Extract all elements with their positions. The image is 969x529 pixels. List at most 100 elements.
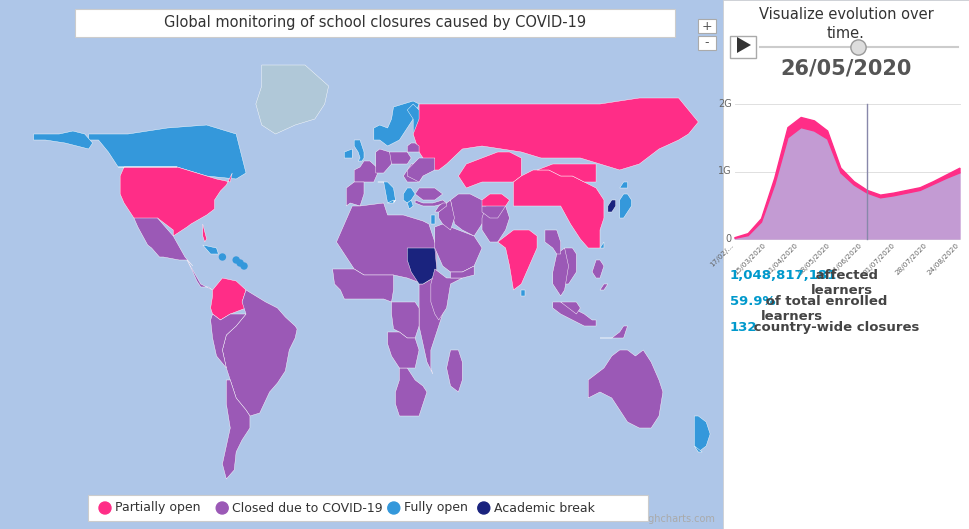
Polygon shape — [34, 131, 93, 149]
Polygon shape — [735, 117, 960, 239]
Polygon shape — [431, 215, 435, 224]
Text: of total enrolled
learners: of total enrolled learners — [761, 295, 888, 323]
Text: Closed due to COVID-19: Closed due to COVID-19 — [233, 501, 383, 515]
FancyBboxPatch shape — [75, 9, 675, 37]
Polygon shape — [187, 260, 212, 290]
Text: Highcharts.com: Highcharts.com — [639, 514, 715, 524]
Polygon shape — [435, 224, 482, 272]
Polygon shape — [346, 182, 364, 206]
Bar — [723, 0, 969, 529]
Bar — [735, 104, 960, 239]
Polygon shape — [374, 101, 419, 146]
Polygon shape — [223, 380, 250, 479]
Polygon shape — [451, 266, 474, 278]
Text: +: + — [702, 20, 712, 32]
Text: Visualize evolution over
time.: Visualize evolution over time. — [759, 6, 933, 41]
Polygon shape — [588, 350, 663, 428]
Text: 1G: 1G — [718, 167, 732, 177]
Polygon shape — [737, 37, 751, 53]
Polygon shape — [447, 350, 462, 392]
Text: 59.9%: 59.9% — [730, 295, 775, 308]
Polygon shape — [134, 218, 193, 266]
Polygon shape — [695, 446, 703, 452]
Text: 2G: 2G — [718, 99, 732, 109]
Circle shape — [216, 502, 229, 514]
Circle shape — [241, 263, 247, 269]
Text: country-wide closures: country-wide closures — [749, 321, 919, 334]
Polygon shape — [482, 194, 510, 206]
Text: Fully open: Fully open — [404, 501, 468, 515]
Text: 11/04/2020: 11/04/2020 — [766, 242, 799, 276]
Polygon shape — [403, 188, 415, 203]
Polygon shape — [378, 182, 395, 203]
Polygon shape — [407, 158, 435, 182]
Text: 15/03/2020: 15/03/2020 — [734, 242, 767, 276]
Polygon shape — [415, 188, 443, 200]
Polygon shape — [415, 200, 447, 206]
Polygon shape — [390, 152, 411, 164]
Circle shape — [99, 502, 111, 514]
Polygon shape — [592, 260, 604, 278]
Text: 1,048,817,181: 1,048,817,181 — [730, 269, 837, 282]
Polygon shape — [608, 200, 615, 212]
FancyBboxPatch shape — [698, 36, 716, 50]
Polygon shape — [336, 203, 437, 284]
Polygon shape — [407, 200, 413, 209]
Polygon shape — [561, 248, 577, 284]
Polygon shape — [354, 140, 364, 161]
Polygon shape — [413, 98, 699, 170]
Polygon shape — [735, 127, 960, 239]
Polygon shape — [537, 164, 596, 182]
Circle shape — [237, 260, 243, 266]
Polygon shape — [431, 269, 462, 320]
Polygon shape — [407, 248, 437, 284]
Circle shape — [478, 502, 489, 514]
Polygon shape — [118, 167, 233, 236]
Polygon shape — [482, 200, 510, 242]
Polygon shape — [695, 416, 710, 452]
FancyBboxPatch shape — [698, 19, 716, 33]
Text: 24/08/2020: 24/08/2020 — [926, 242, 960, 276]
Polygon shape — [388, 332, 419, 368]
Polygon shape — [600, 326, 628, 338]
Text: -: - — [704, 37, 709, 50]
Polygon shape — [376, 149, 393, 173]
Polygon shape — [619, 194, 632, 218]
Circle shape — [234, 257, 239, 263]
Polygon shape — [600, 284, 608, 290]
Polygon shape — [561, 302, 580, 314]
Text: 28/07/2020: 28/07/2020 — [894, 242, 928, 276]
Text: 132: 132 — [730, 321, 758, 334]
Polygon shape — [439, 200, 454, 230]
Polygon shape — [256, 65, 328, 134]
Polygon shape — [545, 230, 561, 254]
Polygon shape — [403, 164, 423, 182]
Polygon shape — [552, 248, 569, 296]
Polygon shape — [458, 152, 521, 188]
Polygon shape — [451, 194, 485, 236]
Polygon shape — [210, 278, 246, 320]
Text: 26/05/2020: 26/05/2020 — [780, 59, 912, 79]
Text: Academic break: Academic break — [494, 501, 595, 515]
Polygon shape — [332, 269, 393, 302]
Polygon shape — [600, 242, 604, 248]
Polygon shape — [619, 182, 628, 188]
Polygon shape — [419, 278, 451, 374]
Polygon shape — [435, 203, 447, 212]
Text: Global monitoring of school closures caused by COVID-19: Global monitoring of school closures cau… — [164, 15, 586, 31]
Polygon shape — [514, 170, 604, 248]
Text: 0: 0 — [726, 234, 732, 244]
Text: affected
learners: affected learners — [811, 269, 878, 297]
Circle shape — [219, 254, 226, 260]
Polygon shape — [482, 200, 506, 218]
Polygon shape — [395, 368, 427, 416]
Polygon shape — [407, 143, 419, 152]
Polygon shape — [498, 230, 537, 290]
Text: 17/02/...: 17/02/... — [709, 242, 735, 268]
Circle shape — [388, 502, 400, 514]
Polygon shape — [223, 290, 297, 416]
Text: Partially open: Partially open — [115, 501, 201, 515]
FancyBboxPatch shape — [730, 36, 756, 58]
Polygon shape — [407, 104, 423, 134]
Polygon shape — [388, 200, 393, 203]
